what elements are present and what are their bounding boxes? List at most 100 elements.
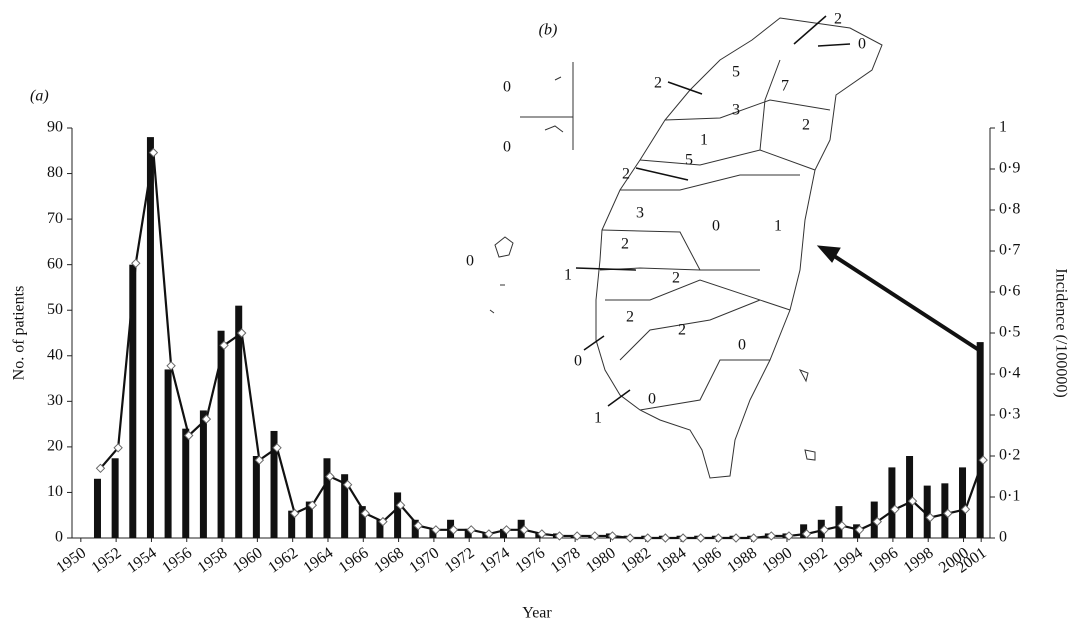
marker (448, 525, 459, 535)
y-tick-label: 10 (47, 483, 63, 500)
marker (713, 533, 724, 543)
border (639, 149, 816, 171)
border (605, 279, 791, 311)
x-tick-label: 1998 (901, 544, 937, 576)
bar (464, 528, 472, 538)
map-count: 1 (564, 267, 572, 284)
x-tick-label: 1964 (300, 544, 336, 576)
y2-tick-label: 0 (999, 529, 1007, 546)
x-tick-label: 1982 (618, 544, 654, 576)
bar (235, 305, 243, 538)
map-count: 0 (503, 139, 511, 156)
x-tick-label: 1984 (653, 544, 689, 576)
map-count: 5 (732, 64, 740, 81)
y2-tick-label: 0·7 (999, 242, 1020, 259)
border (639, 359, 770, 411)
x-tick-label: 1994 (830, 544, 866, 576)
x-tick-label: 1960 (230, 544, 266, 576)
marker (289, 508, 300, 519)
marker (431, 525, 441, 535)
bar (358, 506, 366, 538)
bar (959, 467, 967, 538)
map-count: 0 (648, 391, 656, 408)
bar (535, 533, 543, 538)
marker (590, 531, 600, 541)
map-count: 0 (503, 79, 511, 96)
border (601, 229, 760, 271)
border (619, 299, 761, 361)
map-count: 2 (834, 11, 842, 28)
map-count: 2 (802, 117, 810, 134)
marker (960, 504, 971, 515)
bar (888, 467, 896, 538)
map-count: 2 (622, 166, 630, 183)
map-count: 0 (738, 337, 746, 354)
marker (537, 529, 547, 539)
y-tick-label: 30 (47, 392, 63, 409)
arrow (607, 389, 631, 407)
bar (870, 501, 878, 538)
marker (978, 455, 988, 465)
bar (376, 519, 384, 538)
x-tick-label: 1962 (265, 544, 301, 576)
marker (219, 340, 229, 351)
marker (607, 531, 618, 541)
bar (305, 501, 313, 538)
arrow (583, 335, 605, 351)
arrow (817, 43, 851, 47)
marker (748, 533, 759, 543)
marker (307, 500, 318, 510)
map-count: 2 (672, 270, 680, 287)
bar (217, 330, 225, 538)
x-tick-label: 1978 (548, 544, 584, 576)
border (759, 59, 781, 151)
map-count: 5 (685, 152, 693, 169)
x-axis-title: Year (522, 605, 552, 622)
map-count: 3 (636, 205, 644, 222)
marker (837, 520, 847, 531)
marker (872, 516, 882, 527)
x-tick-label: 1980 (583, 544, 619, 576)
marker (854, 525, 865, 535)
marker (466, 525, 476, 535)
bar (429, 528, 437, 538)
bar (146, 137, 154, 538)
marker (696, 533, 706, 543)
bar (164, 369, 172, 538)
y2-tick-label: 0·8 (999, 201, 1020, 218)
x-tick-label: 1974 (477, 544, 513, 576)
y2-tick-label: 0·5 (999, 324, 1020, 341)
x-tick-label: 1972 (442, 544, 478, 576)
marker (113, 443, 123, 453)
island-outline (595, 17, 883, 479)
arrow (575, 267, 637, 271)
marker (413, 520, 423, 531)
map-count: 0 (712, 218, 720, 235)
bar (323, 458, 331, 538)
bar (976, 342, 984, 538)
bar (394, 492, 402, 538)
x-tick-label: 1956 (159, 544, 195, 576)
marker (766, 531, 777, 541)
bar (252, 456, 260, 538)
y2-tick-label: 1 (999, 119, 1007, 136)
y2-axis-title: Incidence (/100000) (1052, 268, 1069, 397)
x-tick-label: 1992 (795, 544, 831, 576)
marker (660, 533, 671, 543)
x-tick-label: 1958 (194, 544, 230, 576)
marker (501, 525, 512, 535)
map-count: 7 (781, 78, 789, 95)
map-count: 2 (626, 309, 634, 326)
marker (625, 533, 635, 543)
arrow (826, 250, 984, 354)
bar (835, 506, 843, 538)
arrow (793, 15, 827, 45)
map-count: 1 (700, 132, 708, 149)
arrow-head (816, 245, 841, 263)
y-tick-label: 80 (47, 164, 63, 181)
y-tick-label: 0 (55, 529, 63, 546)
bar (941, 483, 949, 538)
marker (360, 508, 370, 519)
x-tick-label: 1968 (371, 544, 407, 576)
